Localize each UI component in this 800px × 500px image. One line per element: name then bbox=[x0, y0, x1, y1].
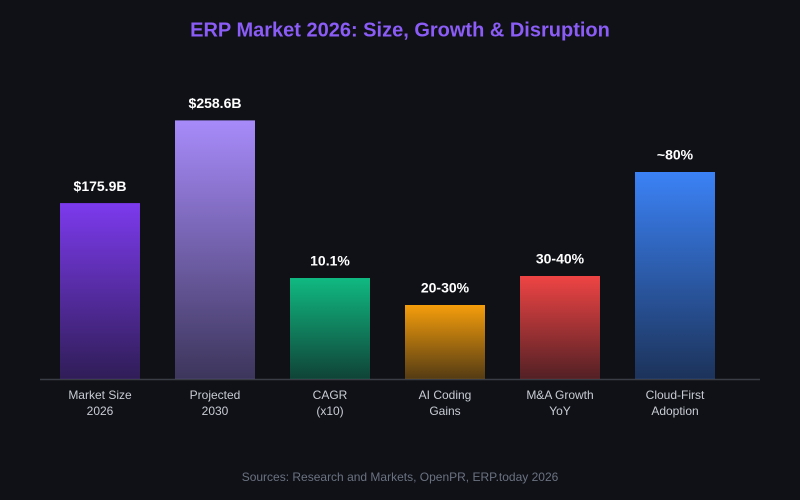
value-label: 20-30% bbox=[421, 280, 470, 296]
bar bbox=[520, 276, 600, 379]
x-tick-label: Projected 2030 bbox=[189, 388, 241, 418]
x-tick-label: Market Size 2026 bbox=[68, 388, 132, 418]
source-note: Sources: Research and Markets, OpenPR, E… bbox=[242, 470, 559, 484]
bar bbox=[175, 120, 255, 380]
x-tick-label: Cloud-First Adoption bbox=[645, 388, 705, 418]
value-label: 10.1% bbox=[310, 253, 350, 269]
value-label: $175.9B bbox=[74, 178, 127, 194]
value-label: 30-40% bbox=[536, 251, 585, 267]
bar bbox=[60, 203, 140, 379]
bar bbox=[635, 172, 715, 379]
value-label: ~80% bbox=[657, 147, 694, 163]
bar bbox=[405, 305, 485, 379]
bar bbox=[290, 278, 370, 379]
x-tick-label: AI Coding Gains bbox=[418, 388, 472, 418]
x-tick-label: CAGR (x10) bbox=[312, 388, 348, 418]
chart-title: ERP Market 2026: Size, Growth & Disrupti… bbox=[190, 19, 610, 41]
value-label: $258.6B bbox=[189, 95, 242, 111]
x-tick-label: M&A Growth YoY bbox=[526, 388, 594, 418]
